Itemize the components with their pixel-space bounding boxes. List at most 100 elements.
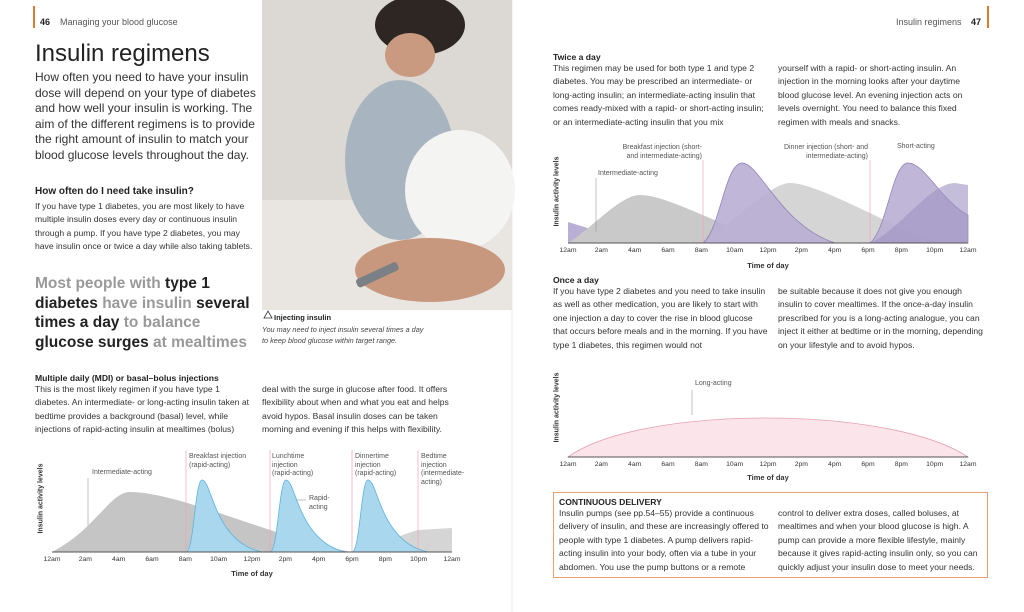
x-tick-label: 12am: [959, 247, 977, 254]
mdi-heading: Multiple daily (MDI) or basal–bolus inje…: [35, 373, 219, 383]
mdi-chart: [52, 450, 452, 553]
x-tick-label: 12am: [43, 556, 61, 563]
x-tick-label: 4pm: [828, 247, 842, 254]
breakfast-curve: [185, 479, 263, 553]
x-tick-label: 12pm: [759, 461, 777, 468]
x-tick-label: 6pm: [345, 556, 359, 563]
x-axis-label: Time of day: [747, 473, 789, 482]
annotation: Breakfast injection (short- and intermed…: [622, 144, 702, 160]
annotation: Bedtime injection (intermediate-acting): [421, 453, 465, 486]
box-border: [553, 492, 988, 578]
lunch-curve: [269, 479, 347, 553]
quote-emphasis: several times a day: [35, 294, 250, 332]
twice-heading: Twice a day: [553, 52, 601, 62]
twice-chart: [568, 160, 969, 244]
x-tick-label: 6pm: [861, 247, 875, 254]
caption-title: Injecting insulin: [274, 313, 332, 322]
intro: How often you need to have your insulin …: [35, 70, 256, 162]
x-tick-label: 4am: [628, 247, 642, 254]
x-tick-label: 8pm: [894, 461, 908, 468]
x-tick-label: 12am: [959, 461, 977, 468]
page-number: 47: [971, 17, 982, 27]
box-col1: Insulin pumps (see pp.54–55) provide a c…: [559, 508, 769, 572]
x-tick-label: 6pm: [861, 461, 875, 468]
page-marker: [987, 6, 989, 28]
x-tick-label: 8am: [178, 556, 192, 563]
running-head: Insulin regimens: [896, 17, 962, 27]
annotation: Lunchtime injection (rapid-acting): [272, 453, 314, 477]
x-tick-label: 8pm: [378, 556, 392, 563]
x-tick-label: 12pm: [759, 247, 777, 254]
once-heading: Once a day: [553, 275, 599, 285]
x-tick-label: 4am: [112, 556, 126, 563]
x-tick-label: 12pm: [243, 556, 261, 563]
x-tick-label: 2am: [594, 247, 608, 254]
x-tick-label: 4am: [628, 461, 642, 468]
x-tick-label: 2am: [594, 461, 608, 468]
y-axis-label: Insulin activity levels: [37, 463, 45, 534]
once-chart: [566, 390, 970, 458]
x-tick-label: 6am: [661, 461, 675, 468]
dinner-curve: [351, 479, 429, 553]
annotation: Long-acting: [695, 380, 732, 387]
morning-short: [701, 162, 836, 244]
quote-part: at mealtimes: [148, 333, 247, 351]
box-heading: CONTINUOUS DELIVERY: [559, 497, 662, 507]
x-tick-label: 12am: [443, 556, 461, 563]
page-title: Insulin regimens: [35, 40, 210, 67]
annotation: Dinner injection (short- and intermediat…: [783, 144, 868, 160]
once-col2: be suitable because it does not give you…: [778, 286, 983, 350]
annotation: Rapid-acting: [309, 495, 330, 511]
pillow: [405, 130, 515, 250]
overnight-intermediate: [870, 183, 968, 243]
x-tick-label: 2pm: [794, 247, 808, 254]
x-tick-label: 4pm: [312, 556, 326, 563]
x-tick-label: 10am: [726, 247, 744, 254]
x-tick-label: 8am: [694, 461, 708, 468]
section-heading: How often do I need take insulin?: [35, 186, 194, 197]
pull-quote: Most people with type 1 diabetes have in…: [35, 274, 255, 352]
x-tick-label: 8am: [694, 247, 708, 254]
x-tick-label: 6am: [145, 556, 159, 563]
x-tick-label: 6am: [661, 247, 675, 254]
x-tick-label: 10pm: [926, 461, 944, 468]
x-tick-label: 10am: [210, 556, 228, 563]
once-col1: If you have type 2 diabetes and you need…: [553, 286, 768, 350]
x-tick-label: 2pm: [794, 461, 808, 468]
pen: [356, 262, 399, 288]
x-tick-label: 10am: [726, 461, 744, 468]
caption-body: You may need to inject insulin several t…: [262, 325, 424, 345]
quote-part: have insulin: [97, 294, 197, 312]
x-tick-label: 4pm: [828, 461, 842, 468]
page-number: 46: [40, 17, 51, 27]
quote-emphasis: type 1 diabetes: [35, 275, 210, 312]
x-tick-label: 10pm: [926, 247, 944, 254]
caption-icon: [263, 310, 273, 319]
face: [385, 33, 435, 77]
y-axis-label: Insulin activity levels: [553, 372, 561, 443]
x-tick-label: 8pm: [894, 247, 908, 254]
quote-emphasis: glucose surges: [35, 333, 149, 351]
annotation: Breakfast injection (rapid-acting): [189, 453, 247, 469]
twice-col2: yourself with a rapid- or short-acting i…: [778, 63, 963, 127]
page-marker: [33, 6, 35, 28]
x-tick-label: 10pm: [410, 556, 428, 563]
y-axis-label: Insulin activity levels: [553, 156, 561, 227]
running-head: Managing your blood glucose: [60, 17, 178, 27]
quote-part: to balance: [119, 314, 201, 331]
mdi-col1: This is the most likely regimen if you h…: [35, 384, 250, 435]
x-tick-label: 2pm: [278, 556, 292, 563]
leg: [355, 238, 505, 302]
annotation: Short-acting: [897, 143, 935, 150]
twice-col1: This regimen may be used for both type 1…: [553, 63, 764, 127]
x-tick-label: 2am: [78, 556, 92, 563]
x-axis-label: Time of day: [231, 569, 273, 578]
annotation: Dinnertime injection (rapid-acting): [355, 453, 397, 477]
x-axis-label: Time of day: [747, 261, 789, 270]
annotation: Intermediate-acting: [598, 170, 658, 177]
photo: [262, 0, 515, 319]
mdi-col2: deal with the surge in glucose after foo…: [262, 384, 449, 435]
long-acting-curve: [566, 417, 970, 458]
